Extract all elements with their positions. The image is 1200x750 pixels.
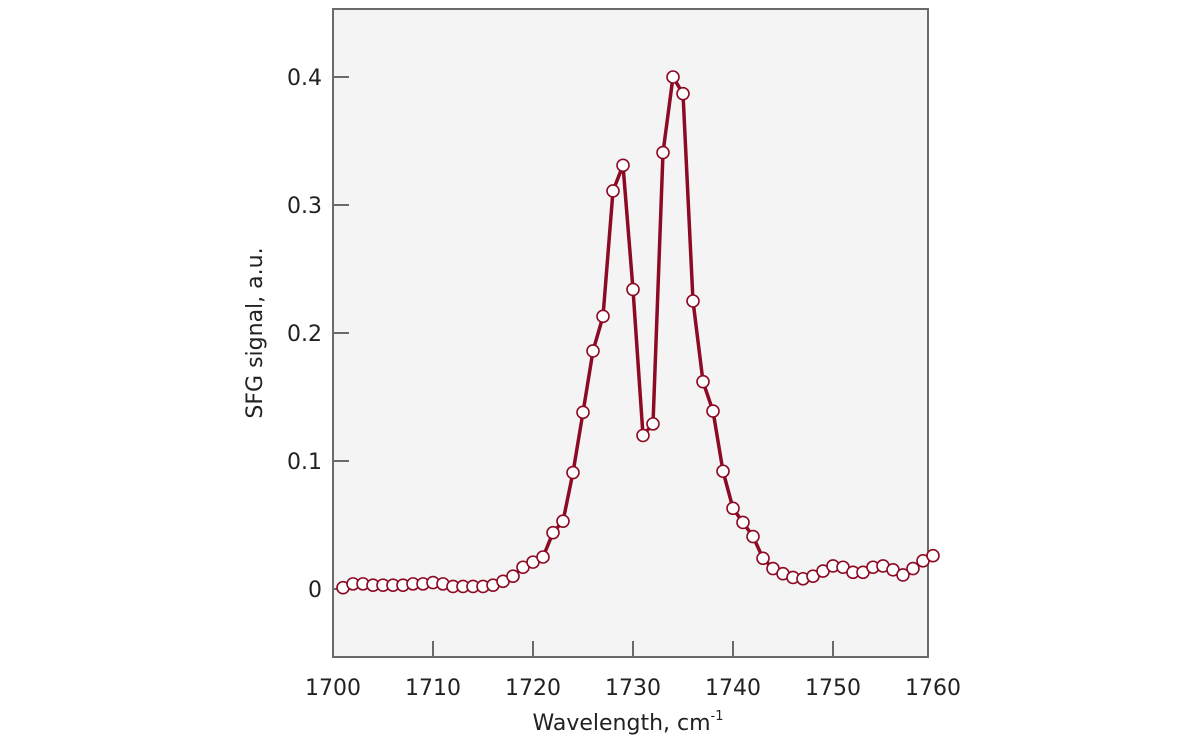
data-point-marker xyxy=(556,514,570,528)
x-axis-title: Wavelength, cm-1 xyxy=(533,709,724,736)
x-axis-ticks: 1700 1710 1720 1730 1740 1750 1760 xyxy=(305,641,961,701)
data-point-marker xyxy=(616,158,630,173)
data-point-marker xyxy=(676,86,690,101)
data-point-marker xyxy=(606,184,620,198)
x-tick-label: 1710 xyxy=(405,676,461,701)
data-point-marker xyxy=(736,515,750,530)
data-point-marker xyxy=(706,404,720,418)
y-tick-label: 0.3 xyxy=(287,194,322,219)
data-point-marker xyxy=(926,548,940,563)
x-tick-label: 1730 xyxy=(605,676,661,701)
x-tick-label: 1720 xyxy=(505,676,561,701)
data-point-marker xyxy=(566,465,580,480)
data-point-marker xyxy=(756,551,770,566)
data-point-marker xyxy=(576,405,590,420)
data-point-marker xyxy=(896,568,910,582)
data-point-marker xyxy=(656,145,670,160)
data-point-marker xyxy=(906,561,920,576)
x-tick-label: 1760 xyxy=(905,676,961,701)
data-point-marker xyxy=(696,374,710,389)
y-tick-label: 0.1 xyxy=(287,450,322,475)
data-point-marker xyxy=(746,529,760,544)
data-point-marker xyxy=(596,309,610,324)
data-point-marker xyxy=(536,550,550,564)
x-tick-label: 1700 xyxy=(305,676,361,701)
data-point-marker xyxy=(666,70,680,84)
x-tick-label: 1750 xyxy=(805,676,861,701)
data-point-marker xyxy=(686,294,700,308)
data-series xyxy=(336,70,940,595)
y-tick-label: 0.4 xyxy=(287,66,322,91)
data-point-marker xyxy=(646,417,660,431)
y-tick-label: 0.2 xyxy=(287,322,322,347)
plot-area xyxy=(332,8,929,658)
y-axis-ticks: 0 0.1 0.2 0.3 0.4 xyxy=(287,66,349,603)
data-point-marker xyxy=(626,282,640,297)
data-point-marker xyxy=(546,525,560,540)
data-point-marker xyxy=(586,344,600,358)
data-point-marker xyxy=(726,501,740,516)
data-point-marker xyxy=(506,569,520,584)
x-axis-title-text: Wavelength, cm xyxy=(533,711,711,736)
data-point-marker xyxy=(716,464,730,479)
data-point-marker xyxy=(636,428,650,443)
x-tick-label: 1740 xyxy=(705,676,761,701)
y-tick-label: 0 xyxy=(308,578,322,603)
x-axis-title-superscript: -1 xyxy=(711,709,724,724)
y-axis-title: SFG signal, a.u. xyxy=(243,247,268,418)
